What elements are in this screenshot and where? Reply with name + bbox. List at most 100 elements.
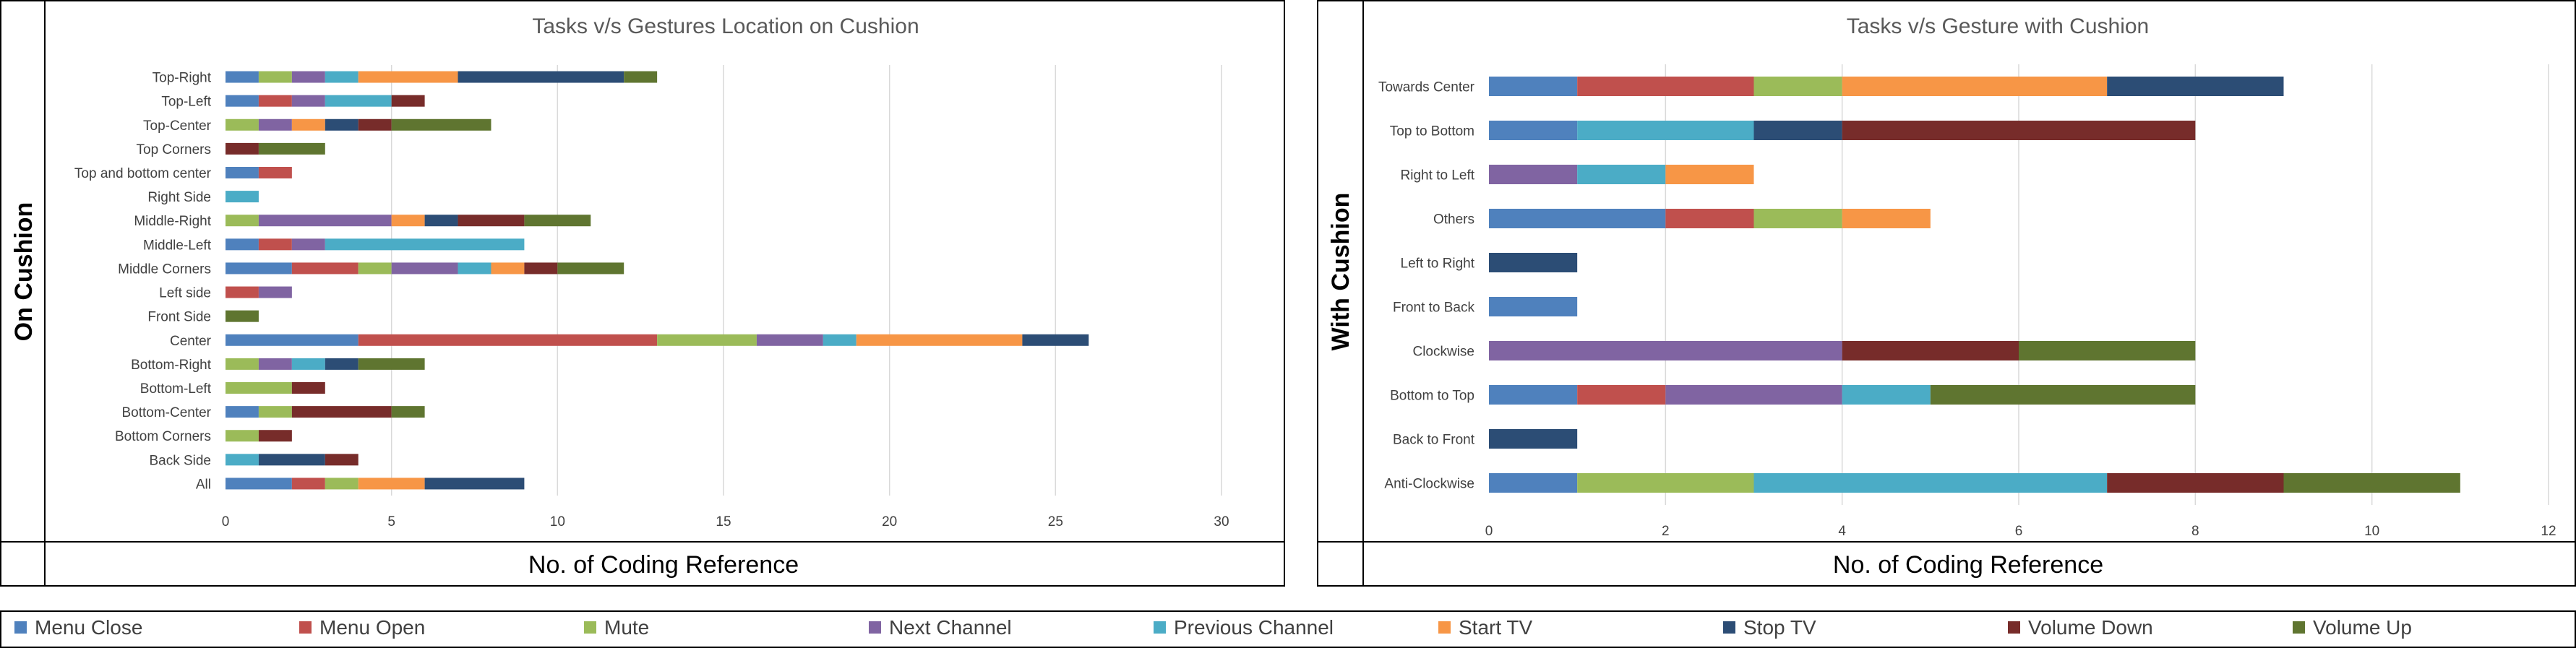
chart-1-bar-middle-right-stop-tv — [424, 215, 458, 227]
chart-2-bar-towards-center-menu-open — [1577, 77, 1754, 96]
chart-2-bar-anti-clockwise-mute — [1577, 473, 1754, 493]
chart-1-bar-bottom-corners-mute — [226, 430, 259, 442]
legend-label-next-channel: Next Channel — [889, 616, 1012, 639]
chart-1-category-label: All — [196, 477, 211, 492]
chart-1-category-label: Left side — [159, 286, 211, 301]
chart-1-bar-top-right-next-channel — [291, 71, 325, 83]
chart-1-bar-bottom-left-volume-down — [291, 382, 325, 394]
chart-1-category-label: Right Side — [147, 190, 211, 205]
chart-2-bar-right-to-left-next-channel — [1489, 165, 1578, 184]
chart-1-bar-top-left-volume-down — [391, 95, 425, 107]
chart-1-bar-middle-right-start-tv — [391, 215, 425, 227]
chart-1-bar-all-stop-tv — [424, 478, 525, 490]
chart-2-bar-bottom-to-top-volume-up — [1930, 385, 2196, 405]
chart-1-bar-top-and-bottom-center-menu-close — [226, 167, 259, 178]
chart-2-bar-top-to-bottom-menu-close — [1489, 121, 1578, 140]
legend-swatch-start-tv — [1438, 621, 1451, 634]
chart-2-x-tick-label: 4 — [1838, 524, 1846, 539]
chart-1-bar-top-center-volume-down — [358, 118, 392, 131]
legend-swatch-mute — [584, 621, 596, 634]
chart-1-category-label: Top-Center — [143, 118, 212, 134]
chart-2-bar-anti-clockwise-volume-down — [2107, 473, 2284, 493]
chart-1-bar-top-right-start-tv — [358, 71, 458, 83]
chart-1-bar-top-right-mute — [258, 71, 292, 83]
chart-1-title: Tasks v/s Gestures Location on Cushion — [532, 14, 919, 38]
chart-1-bar-bottom-center-volume-down — [291, 406, 392, 418]
chart-1-category-label: Top Corners — [137, 142, 212, 157]
chart-1-bar-top-right-stop-tv — [458, 71, 624, 83]
chart-1-x-tick-label: 5 — [387, 514, 395, 530]
chart-1-bar-bottom-right-mute — [226, 358, 259, 370]
chart-1-category-label: Middle-Right — [134, 214, 211, 229]
chart-1-bar-top-right-volume-up — [624, 71, 658, 83]
legend-label-previous-channel: Previous Channel — [1174, 616, 1334, 639]
chart-2-bar-bottom-to-top-menu-open — [1577, 385, 1666, 405]
chart-2-bar-clockwise-next-channel — [1489, 341, 1842, 360]
chart-1-bar-middle-right-volume-down — [458, 215, 525, 227]
chart-2-bar-clockwise-volume-down — [1842, 341, 2019, 360]
chart-2-x-tick-label: 6 — [2015, 524, 2023, 539]
chart-1-bar-bottom-corners-volume-down — [258, 430, 292, 442]
chart-1-category-label: Bottom-Right — [131, 358, 212, 373]
chart-1-bar-middle-corners-volume-up — [557, 262, 624, 275]
chart-2-bar-top-to-bottom-stop-tv — [1753, 121, 1842, 140]
chart-1-bar-all-menu-open — [291, 478, 325, 490]
chart-2-x-tick-label: 8 — [2191, 524, 2199, 539]
chart-1-bar-top-right-menu-close — [226, 71, 259, 83]
chart-1-bar-left-side-menu-open — [226, 286, 259, 298]
chart-2-x-tick-label: 2 — [1662, 524, 1670, 539]
chart-2-bar-top-to-bottom-volume-down — [1842, 121, 2196, 140]
chart-2-bar-towards-center-mute — [1753, 77, 1842, 96]
legend-swatch-menu-close — [14, 621, 27, 634]
chart-1-bar-center-mute — [657, 334, 757, 346]
chart-2-bar-others-menu-close — [1489, 209, 1666, 228]
legend-label-menu-close: Menu Close — [35, 616, 142, 639]
chart-2-bar-left-to-right-stop-tv — [1489, 253, 1578, 272]
chart-1-category-label: Center — [170, 334, 212, 349]
chart-2-category-label: Bottom to Top — [1390, 389, 1474, 404]
chart-1-bar-center-stop-tv — [1022, 334, 1089, 346]
chart-2-category-label: Clockwise — [1412, 345, 1474, 360]
chart-2-bar-others-menu-open — [1665, 209, 1754, 228]
chart-1-bar-top-left-menu-close — [226, 95, 259, 107]
chart-1-xlabel: No. of Coding Reference — [528, 551, 799, 579]
legend-label-volume-down: Volume Down — [2028, 616, 2153, 639]
chart-2-bar-bottom-to-top-previous-channel — [1842, 385, 1931, 405]
chart-1-bar-all-mute — [325, 478, 359, 490]
chart-2-bar-anti-clockwise-previous-channel — [1753, 473, 2108, 493]
chart-1-category-label: Top and bottom center — [74, 166, 212, 181]
legend-label-stop-tv: Stop TV — [1743, 616, 1816, 639]
chart-1-category-label: Bottom-Center — [121, 405, 211, 420]
chart-1-bar-middle-right-mute — [226, 215, 259, 227]
chart-1-bar-back-side-stop-tv — [258, 454, 325, 466]
chart-2-x-tick-label: 12 — [2541, 524, 2556, 539]
chart-2-ylabel: With Cushion — [1327, 193, 1354, 351]
chart-1-bar-back-side-volume-down — [325, 454, 359, 466]
left-panel-frame — [0, 0, 1285, 587]
chart-2-bar-others-mute — [1753, 209, 1842, 228]
chart-1-x-tick-label: 30 — [1214, 514, 1229, 530]
chart-1-bar-middle-left-menu-open — [258, 238, 292, 251]
chart-1-x-tick-label: 10 — [550, 514, 565, 530]
legend-label-start-tv: Start TV — [1459, 616, 1533, 639]
chart-1-bar-top-corners-volume-down — [226, 142, 259, 155]
chart-1-bar-bottom-left-mute — [226, 382, 292, 394]
chart-1-bar-middle-corners-previous-channel — [458, 262, 491, 275]
chart-1-bar-middle-right-volume-up — [524, 215, 591, 227]
chart-2-plot: 0 2 4 6 8 10 12 Towards Center Top to Bottom Righ… — [1378, 64, 2556, 539]
chart-1-plot: 0 5 10 15 20 25 30 Top-Right Top-Left Top-Center T… — [74, 65, 1229, 530]
chart-1-bar-middle-left-next-channel — [291, 238, 325, 251]
chart-2-category-label: Right to Left — [1401, 168, 1475, 183]
chart-2-bar-right-to-left-previous-channel — [1577, 165, 1666, 184]
chart-1-bar-center-menu-close — [226, 334, 359, 346]
chart-1-bar-bottom-center-mute — [258, 406, 292, 418]
chart-1-bar-center-menu-open — [358, 334, 658, 346]
chart-1-x-tick-label: 0 — [222, 514, 230, 530]
chart-2-xlabel: No. of Coding Reference — [1833, 551, 2103, 579]
chart-1-bar-back-side-previous-channel — [226, 454, 259, 466]
chart-1-bar-bottom-right-volume-up — [358, 358, 425, 370]
chart-1-bar-center-next-channel — [756, 334, 823, 346]
legend-label-volume-up: Volume Up — [2313, 616, 2412, 639]
chart-1-ylabel: On Cushion — [10, 202, 38, 342]
